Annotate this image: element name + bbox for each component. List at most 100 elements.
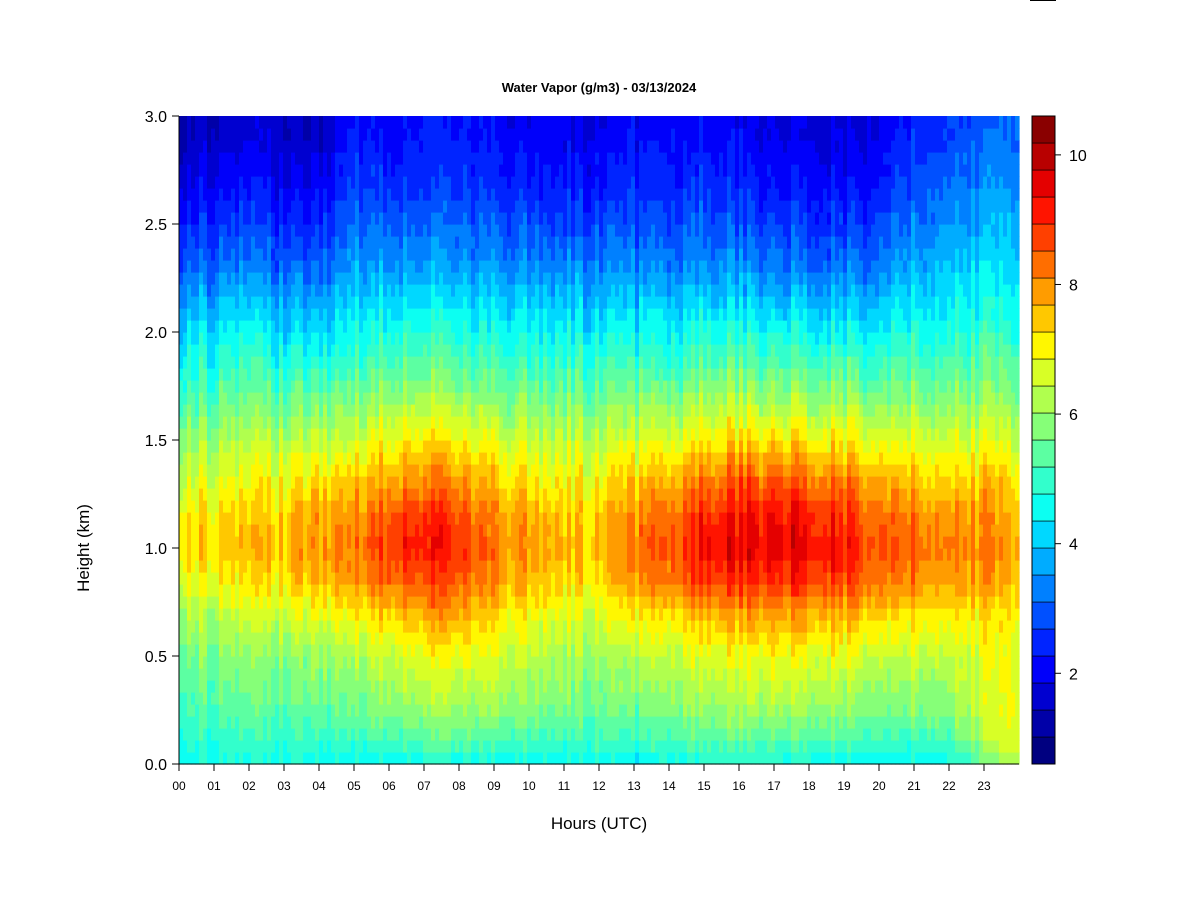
heatmap-cell <box>307 488 312 501</box>
heatmap-cell <box>467 440 472 453</box>
heatmap-cell <box>379 236 384 249</box>
heatmap-cell <box>359 500 364 513</box>
heatmap-cell <box>219 524 224 537</box>
heatmap-cell <box>523 644 528 657</box>
heatmap-cell <box>495 404 500 417</box>
heatmap-cell <box>391 668 396 681</box>
heatmap-cell <box>327 152 332 165</box>
heatmap-cell <box>263 152 268 165</box>
heatmap-cell <box>399 500 404 513</box>
heatmap-cell <box>179 488 184 501</box>
heatmap-cell <box>199 236 204 249</box>
heatmap-cell <box>319 704 324 717</box>
heatmap-cell <box>499 248 504 261</box>
heatmap-cell <box>383 236 388 249</box>
heatmap-cell <box>411 140 416 153</box>
heatmap-cell <box>543 560 548 573</box>
heatmap-cell <box>523 452 528 465</box>
heatmap-cell <box>199 188 204 201</box>
heatmap-cell <box>239 692 244 705</box>
heatmap-cell <box>339 272 344 285</box>
heatmap-cell <box>527 248 532 261</box>
heatmap-cell <box>487 452 492 465</box>
heatmap-cell <box>239 128 244 141</box>
heatmap-cell <box>243 140 248 153</box>
heatmap-cell <box>467 248 472 261</box>
heatmap-cell <box>467 680 472 693</box>
heatmap-cell <box>539 464 544 477</box>
heatmap-cell <box>451 584 456 597</box>
heatmap-cell <box>183 332 188 345</box>
heatmap-cell <box>339 212 344 225</box>
heatmap-cell <box>347 740 352 753</box>
heatmap-cell <box>215 248 220 261</box>
heatmap-cell <box>227 224 232 237</box>
heatmap-cell <box>339 740 344 753</box>
heatmap-cell <box>291 272 296 285</box>
heatmap-cell <box>211 116 216 129</box>
heatmap-cell <box>199 116 204 129</box>
heatmap-cell <box>255 524 260 537</box>
heatmap-cell <box>415 512 420 525</box>
heatmap-cell <box>259 284 264 297</box>
heatmap-cell <box>459 332 464 345</box>
heatmap-cell <box>383 116 388 129</box>
heatmap-cell <box>443 464 448 477</box>
heatmap-cell <box>187 404 192 417</box>
heatmap-cell <box>451 512 456 525</box>
heatmap-cell <box>327 644 332 657</box>
heatmap-cell <box>283 620 288 633</box>
heatmap-cell <box>507 752 512 765</box>
heatmap-cell <box>379 668 384 681</box>
heatmap-cell <box>303 560 308 573</box>
heatmap-cell <box>179 332 184 345</box>
heatmap-cell <box>495 524 500 537</box>
heatmap-cell <box>503 620 508 633</box>
heatmap-cell <box>451 344 456 357</box>
heatmap-cell <box>251 704 256 717</box>
heatmap-cell <box>539 332 544 345</box>
heatmap-cell <box>319 476 324 489</box>
heatmap-cell <box>495 488 500 501</box>
heatmap-cell <box>419 596 424 609</box>
heatmap-cell <box>299 464 304 477</box>
heatmap-cell <box>451 740 456 753</box>
heatmap-cell <box>443 296 448 309</box>
heatmap-cell <box>379 428 384 441</box>
heatmap-cell <box>219 596 224 609</box>
heatmap-cell <box>483 296 488 309</box>
heatmap-cell <box>307 116 312 129</box>
heatmap-cell <box>443 164 448 177</box>
heatmap-cell <box>275 728 280 741</box>
heatmap-cell <box>531 452 536 465</box>
heatmap-cell <box>287 656 292 669</box>
heatmap-cell <box>335 704 340 717</box>
heatmap-cell <box>211 488 216 501</box>
heatmap-cell <box>395 656 400 669</box>
heatmap-cell <box>475 200 480 213</box>
heatmap-cell <box>395 632 400 645</box>
heatmap-cell <box>527 680 532 693</box>
heatmap-cell <box>367 344 372 357</box>
heatmap-cell <box>219 224 224 237</box>
heatmap-cell <box>359 620 364 633</box>
heatmap-cell <box>231 404 236 417</box>
heatmap-cell <box>379 488 384 501</box>
heatmap-cell <box>331 308 336 321</box>
heatmap-cell <box>483 692 488 705</box>
heatmap-cell <box>379 584 384 597</box>
heatmap-cell <box>503 560 508 573</box>
heatmap-cell <box>283 728 288 741</box>
heatmap-cell <box>299 644 304 657</box>
heatmap-cell <box>539 560 544 573</box>
heatmap-cell <box>227 608 232 621</box>
heatmap-cell <box>179 524 184 537</box>
heatmap-cell <box>311 140 316 153</box>
heatmap-cell <box>407 200 412 213</box>
heatmap-cell <box>283 452 288 465</box>
heatmap-cell <box>307 188 312 201</box>
heatmap-cell <box>419 704 424 717</box>
heatmap-cell <box>547 596 552 609</box>
heatmap-cell <box>499 440 504 453</box>
heatmap-cell <box>435 368 440 381</box>
